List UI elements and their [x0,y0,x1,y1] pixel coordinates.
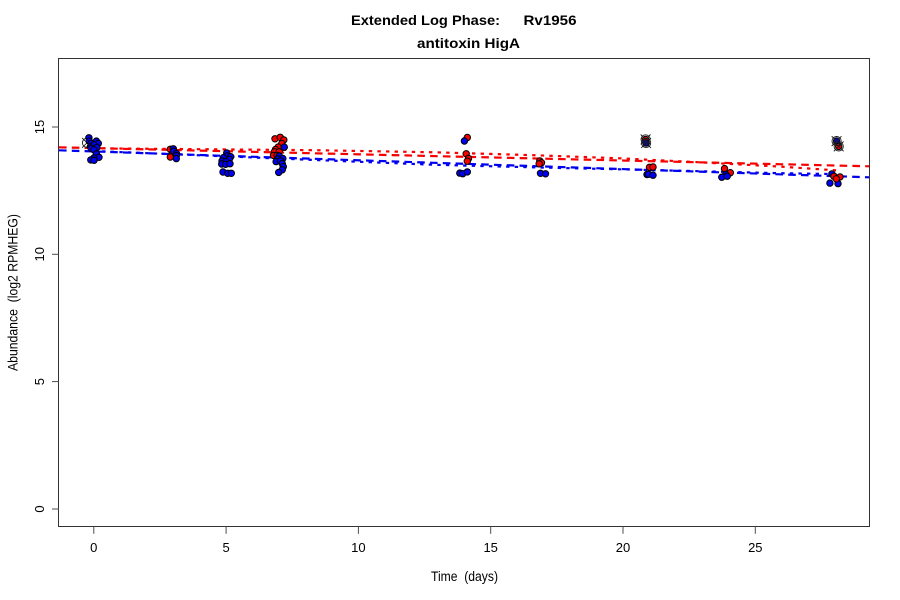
svg-text:antitoxin HigA: antitoxin HigA [417,35,520,51]
svg-text:Extended Log Phase:: Extended Log Phase: [351,12,500,28]
svg-text:25: 25 [748,540,762,555]
svg-text:10: 10 [32,247,47,261]
svg-text:5: 5 [222,540,229,555]
svg-text:0: 0 [90,540,97,555]
svg-text:15: 15 [32,120,47,134]
svg-text:15: 15 [483,540,497,555]
svg-text:Abundance (log2 RPMHEG): Abundance (log2 RPMHEG) [6,214,21,371]
svg-text:Rv1956: Rv1956 [524,12,577,28]
svg-text:0: 0 [32,505,47,512]
svg-text:5: 5 [32,378,47,385]
svg-text:20: 20 [616,540,630,555]
svg-text:10: 10 [351,540,365,555]
svg-text:Time (days): Time (days) [431,569,498,584]
